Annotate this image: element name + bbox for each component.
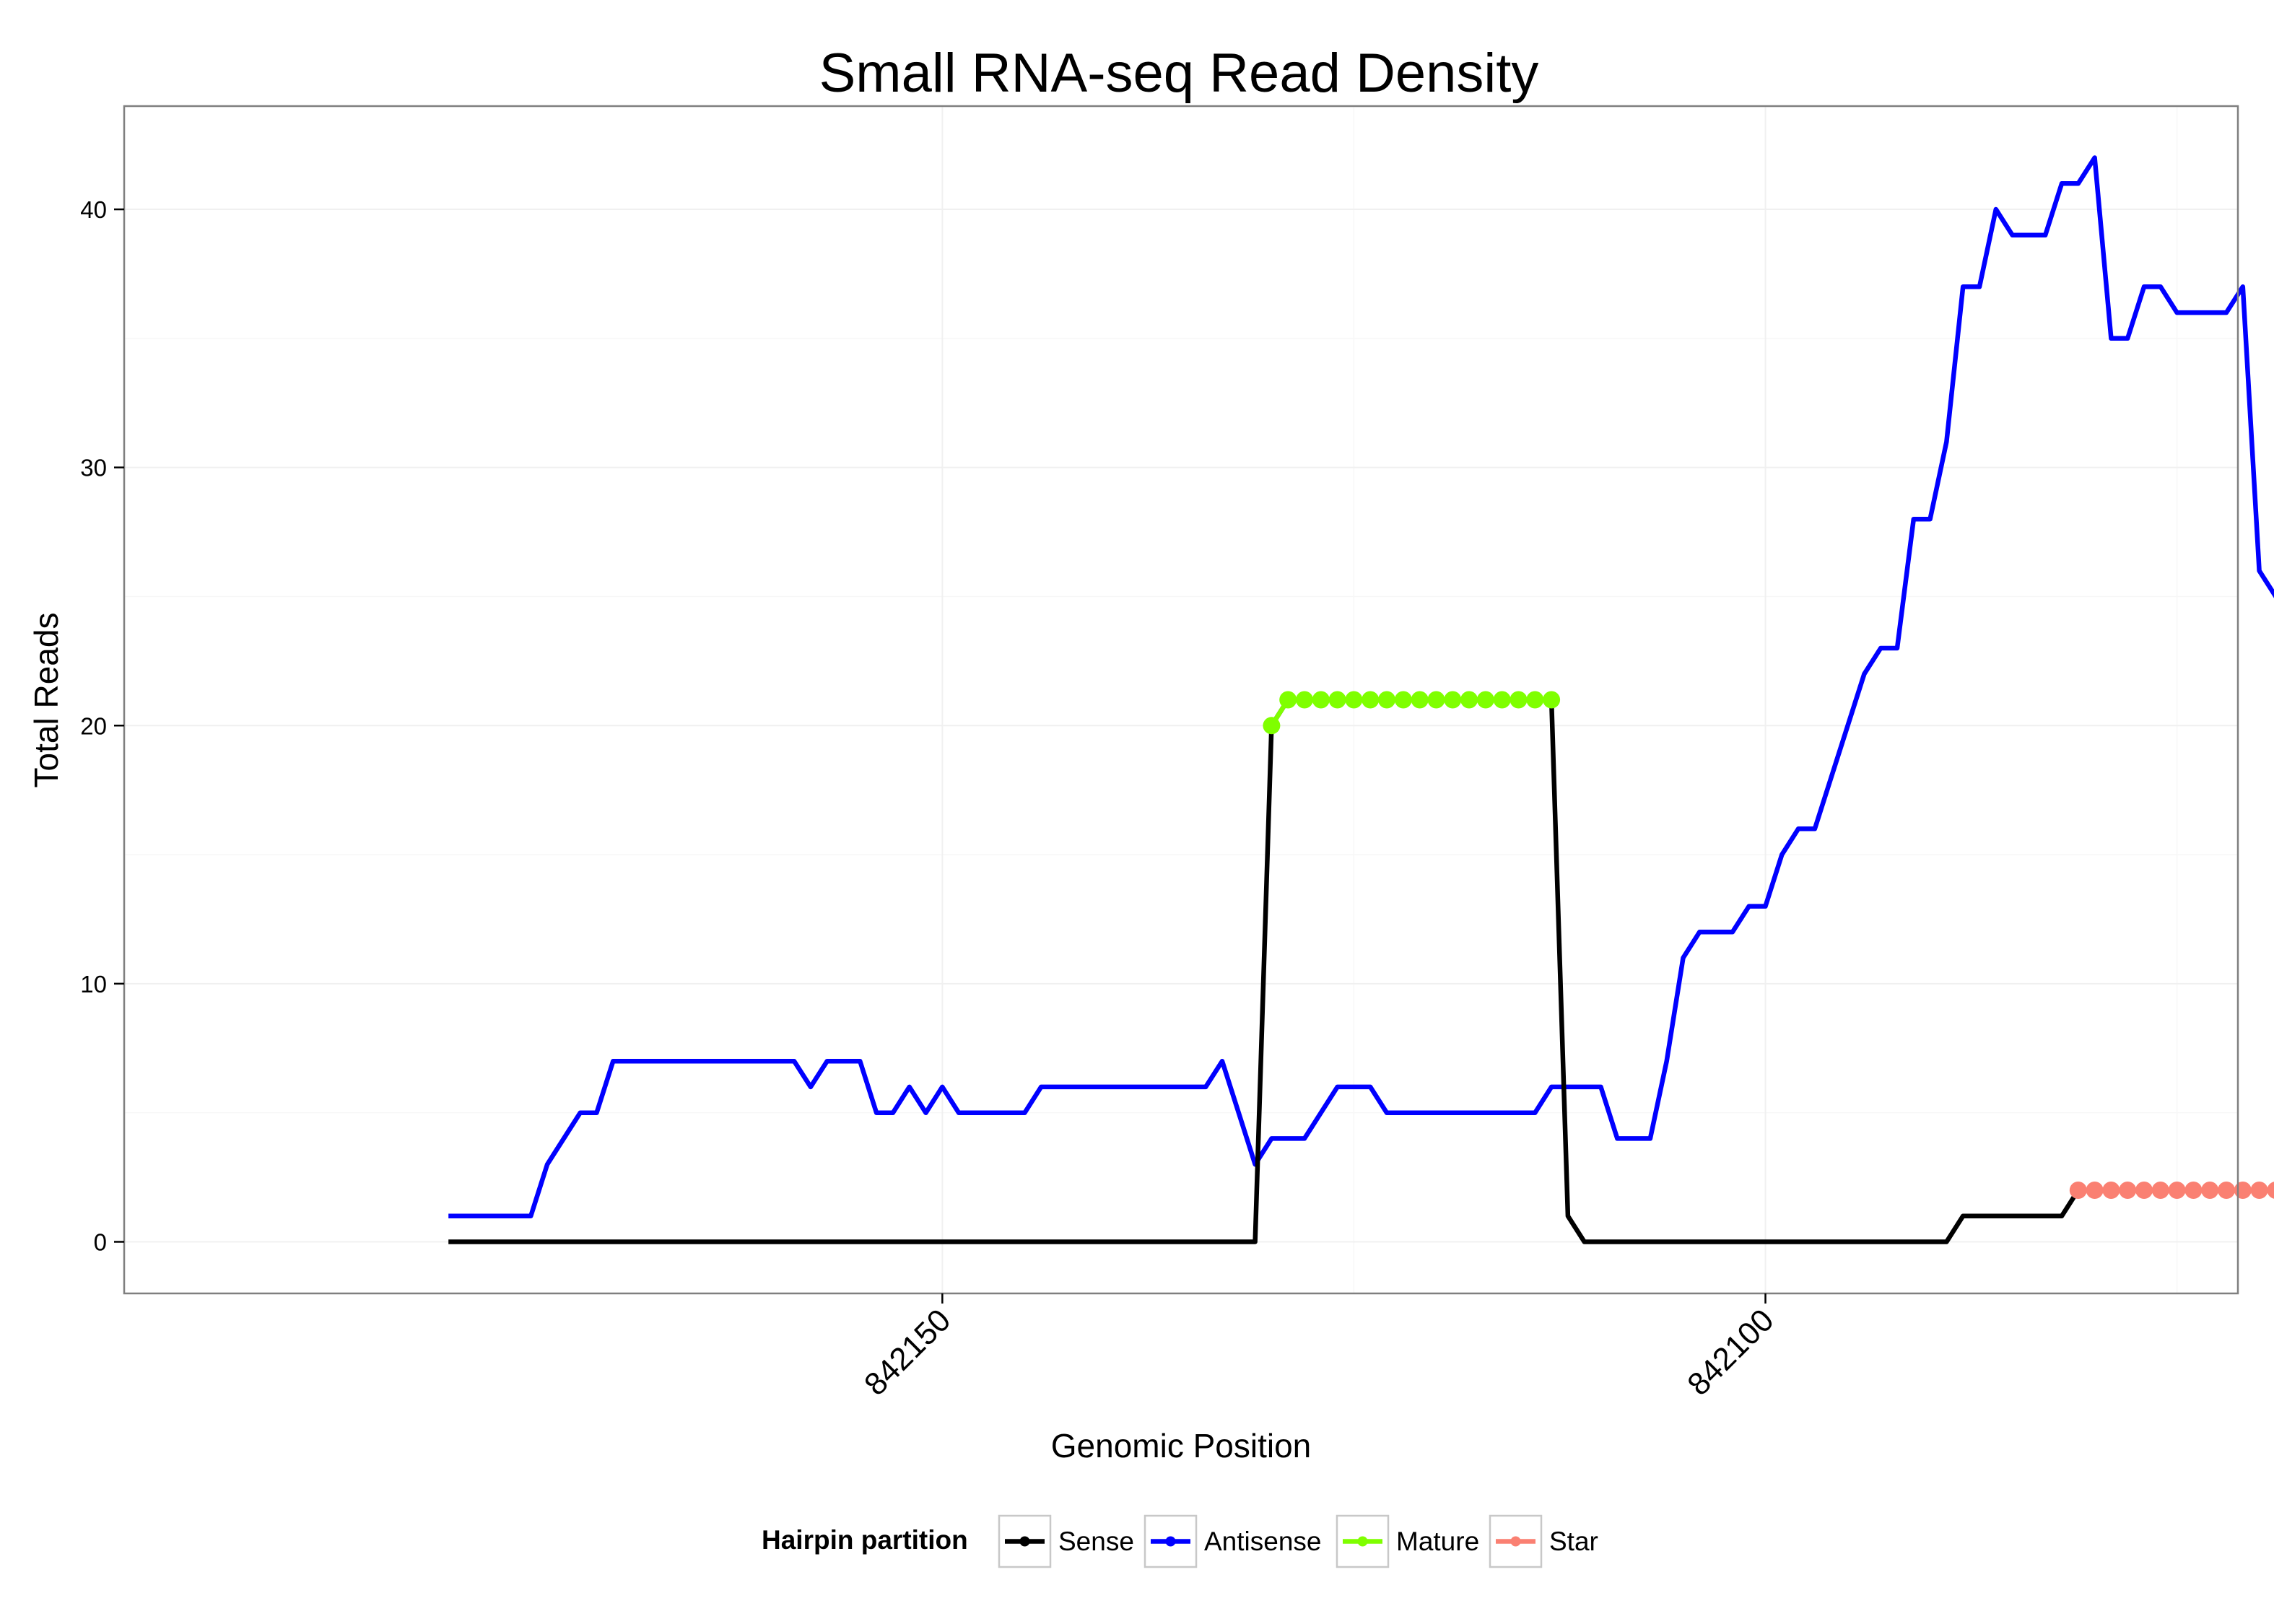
star-point (2102, 1182, 2120, 1199)
legend-key-mature: Mature (1336, 1514, 1479, 1568)
series-line-antisense (448, 155, 2274, 1218)
mature-point (1328, 691, 1346, 709)
star-point (2086, 1182, 2104, 1199)
mature-point (1411, 691, 1429, 709)
plot-area (123, 105, 2274, 1295)
legend-key-antisense: Antisense (1143, 1514, 1322, 1568)
mature-point (1345, 691, 1363, 709)
star-point (2119, 1182, 2137, 1199)
mature-point (1312, 691, 1330, 709)
mature-point (1296, 691, 1313, 709)
mature-point (1526, 691, 1544, 709)
mature-point (1476, 691, 1494, 709)
legend-key-point (1510, 1536, 1521, 1547)
legend-title: Hairpin partition (762, 1525, 968, 1555)
y-axis: 0 10 20 30 40 (80, 196, 124, 1255)
mature-point (1378, 691, 1395, 709)
legend-items: Sense Antisense Mature Star (998, 1514, 1598, 1568)
star-point (2135, 1182, 2153, 1199)
legend-key-point (1019, 1536, 1030, 1547)
legend-label-mature: Mature (1396, 1527, 1479, 1556)
y-axis-title: Total Reads (27, 613, 65, 788)
star-point (2151, 1182, 2169, 1199)
legend: Hairpin partition Sense Antisense Mature St… (762, 1514, 1598, 1568)
minor-gridlines (124, 106, 2238, 1293)
legend-label-sense: Sense (1058, 1527, 1134, 1556)
mature-point (1279, 691, 1297, 709)
mature-point (1263, 717, 1281, 735)
star-point (2184, 1182, 2203, 1199)
y-tick-label: 30 (80, 455, 107, 481)
legend-key-point (1165, 1536, 1176, 1547)
x-axis-title: Genomic Position (1051, 1427, 1312, 1464)
series-points (1263, 691, 2274, 1199)
mature-point (1362, 691, 1380, 709)
star-point (2267, 1182, 2274, 1199)
star-point (2168, 1182, 2186, 1199)
mature-point (1427, 691, 1445, 709)
plot-panel (124, 106, 2238, 1293)
plot-border (123, 105, 2239, 1295)
y-tick-label: 40 (80, 196, 107, 223)
legend-key-point (1357, 1536, 1368, 1547)
legend-label-star: Star (1549, 1527, 1598, 1556)
star-point (2234, 1182, 2252, 1199)
legend-key-star: Star (1489, 1514, 1598, 1568)
star-point (2218, 1182, 2235, 1199)
legend-key-sense: Sense (998, 1514, 1134, 1568)
mature-point (1444, 691, 1462, 709)
y-tick-label: 0 (94, 1228, 107, 1255)
star-point (2250, 1182, 2268, 1199)
y-tick-label: 10 (80, 971, 107, 997)
y-tick-label: 20 (80, 712, 107, 739)
star-point (2201, 1182, 2219, 1199)
mature-point (1543, 691, 1561, 709)
legend-label-antisense: Antisense (1204, 1527, 1322, 1556)
mature-point (1493, 691, 1511, 709)
chart-title: Small RNA-seq Read Density (819, 43, 1539, 104)
mature-point (1394, 691, 1412, 709)
star-point (2069, 1182, 2087, 1199)
mature-point (1510, 691, 1528, 709)
mature-point (1460, 691, 1478, 709)
